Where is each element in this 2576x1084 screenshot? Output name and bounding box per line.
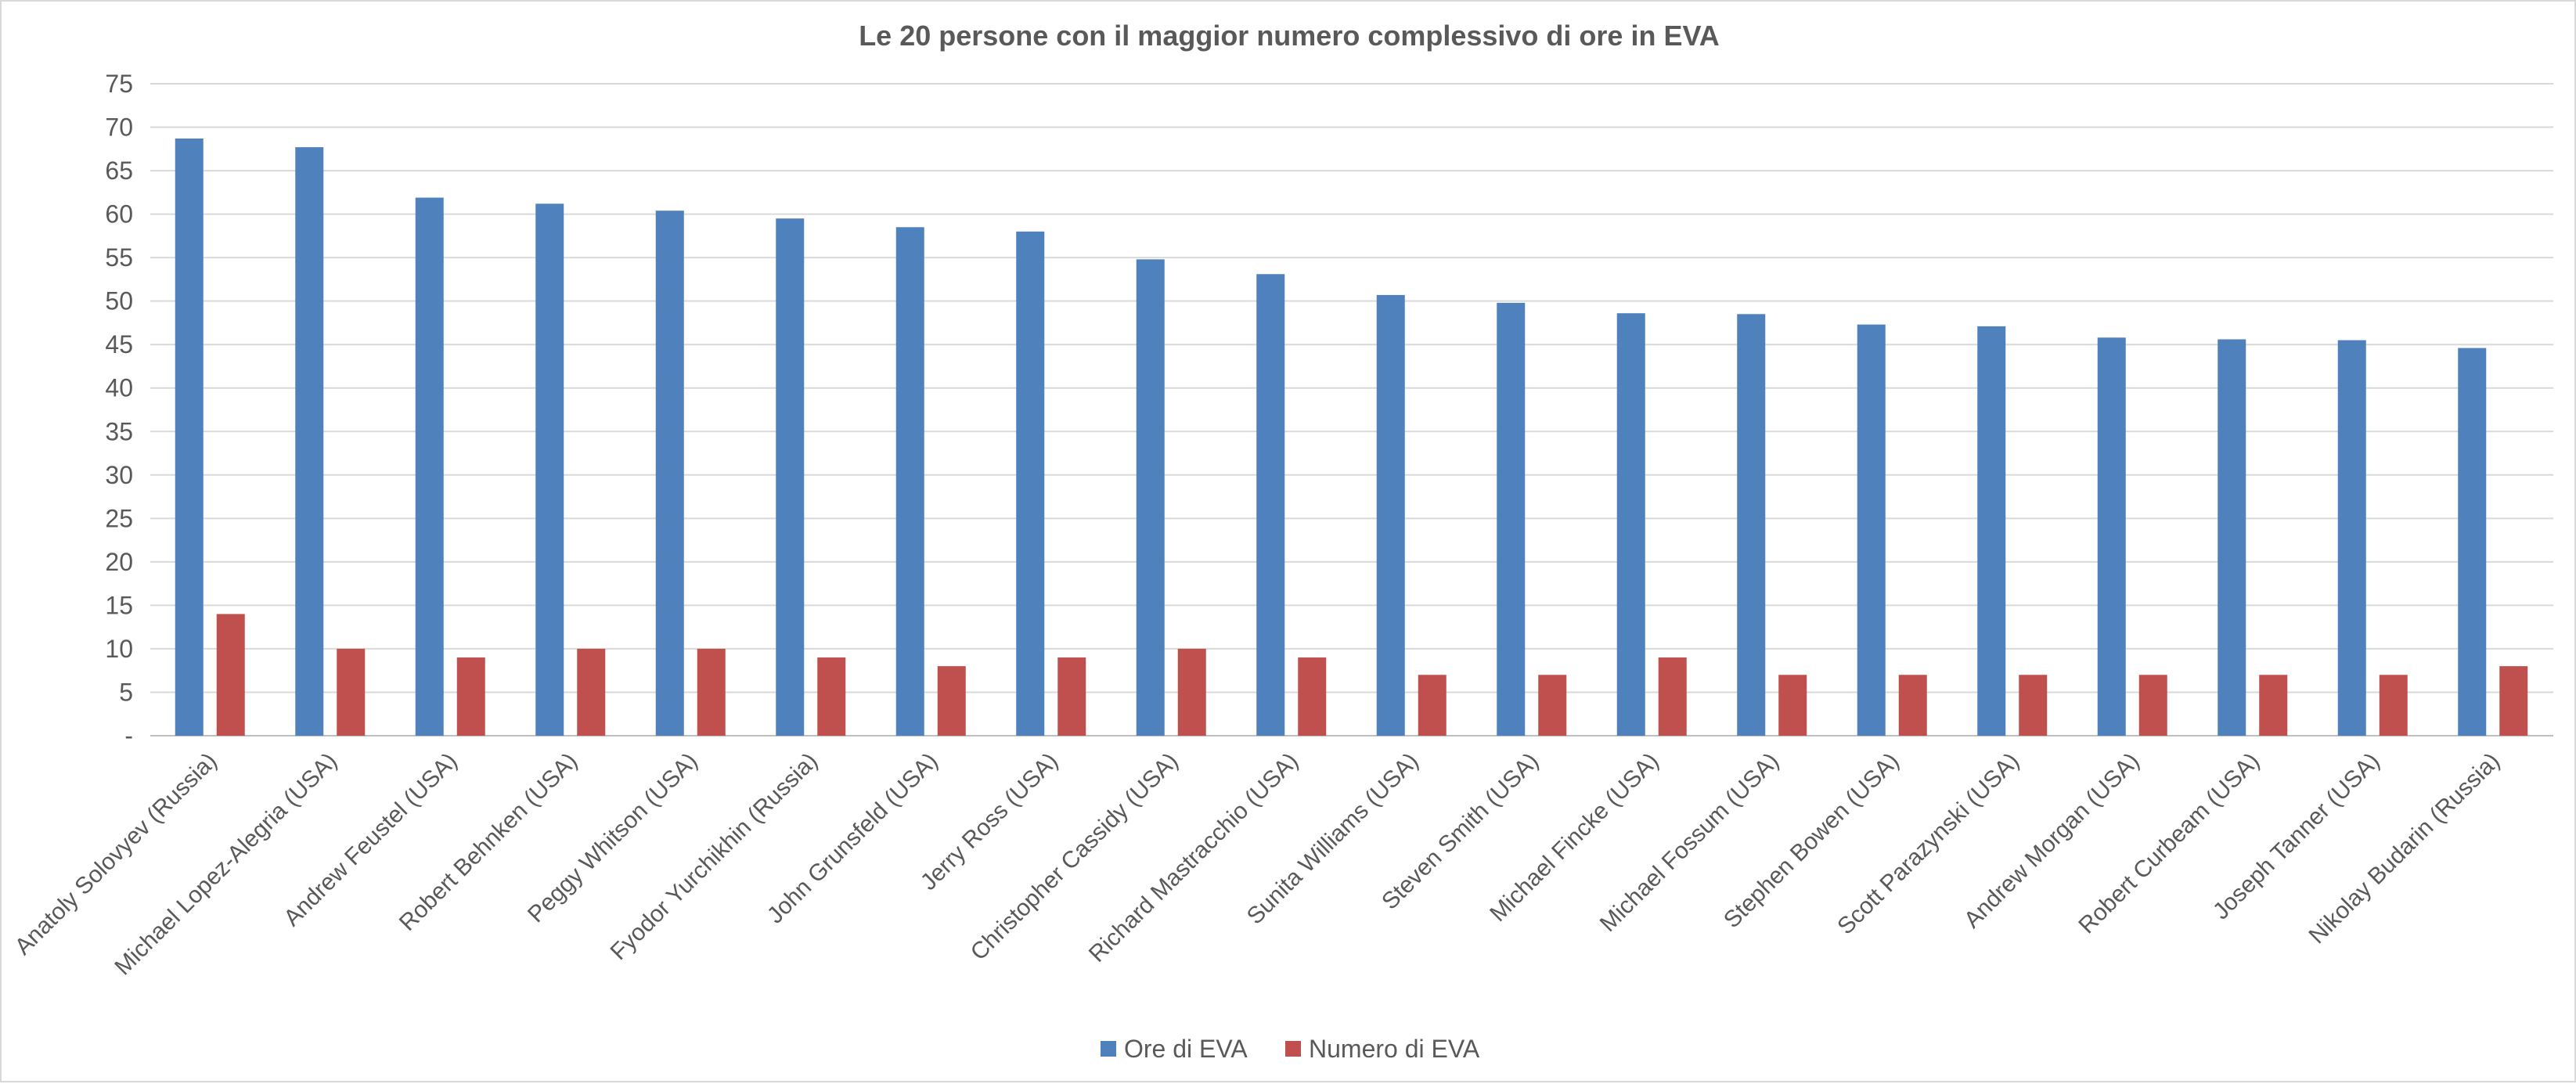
x-axis-labels: Anatoly Solovyev (Russia)Michael Lopez-A… bbox=[10, 748, 2505, 981]
legend-label: Ore di EVA bbox=[1124, 1035, 1248, 1063]
bar-ore-di-eva bbox=[415, 197, 444, 736]
bar-ore-di-eva bbox=[2337, 340, 2366, 736]
bar-numero-di-eva bbox=[2019, 675, 2048, 736]
bar-numero-di-eva bbox=[1658, 657, 1687, 736]
y-tick-label: 55 bbox=[105, 243, 133, 272]
y-tick-label: 50 bbox=[105, 287, 133, 315]
legend-swatch bbox=[1285, 1041, 1301, 1057]
bar-numero-di-eva bbox=[1177, 648, 1206, 736]
x-category-label: Richard Mastracchio (USA) bbox=[1084, 748, 1303, 967]
bar-ore-di-eva bbox=[1497, 302, 1526, 736]
bar-numero-di-eva bbox=[817, 657, 846, 736]
y-tick-label: 15 bbox=[105, 591, 133, 619]
y-axis-ticks: - 5 10 15 20 25 30 35 40 45 50 55 60 65 70 75 bbox=[105, 70, 133, 750]
bar-numero-di-eva bbox=[1057, 657, 1086, 736]
legend-swatch bbox=[1101, 1041, 1116, 1057]
y-tick-label: 65 bbox=[105, 157, 133, 185]
legend-label: Numero di EVA bbox=[1309, 1035, 1480, 1063]
chart-title: Le 20 persone con il maggior numero comp… bbox=[859, 20, 1720, 52]
y-tick-label: 20 bbox=[105, 548, 133, 576]
bar-ore-di-eva bbox=[1857, 324, 1886, 736]
bar-numero-di-eva bbox=[337, 648, 366, 736]
y-tick-label: 30 bbox=[105, 461, 133, 489]
bar-numero-di-eva bbox=[1298, 657, 1327, 736]
bar-numero-di-eva bbox=[456, 657, 485, 736]
y-tick-label: 75 bbox=[105, 70, 133, 98]
legend: Ore di EVA Numero di EVA bbox=[1101, 1035, 1480, 1063]
bar-ore-di-eva bbox=[1256, 274, 1285, 736]
bar-ore-di-eva bbox=[776, 218, 805, 736]
bar-numero-di-eva bbox=[2379, 675, 2408, 736]
bar-numero-di-eva bbox=[1538, 675, 1567, 736]
bar-numero-di-eva bbox=[577, 648, 606, 736]
bar-numero-di-eva bbox=[2138, 675, 2167, 736]
bar-ore-di-eva bbox=[2218, 339, 2246, 736]
x-category-label: Michael Lopez-Alegria (USA) bbox=[110, 748, 342, 981]
x-category-label: Fyodor Yurchikhin (Russia) bbox=[606, 748, 823, 966]
y-tick-label: 45 bbox=[105, 330, 133, 358]
bars bbox=[175, 138, 2528, 736]
bar-ore-di-eva bbox=[175, 138, 204, 736]
bar-ore-di-eva bbox=[655, 211, 684, 736]
y-tick-label: 35 bbox=[105, 417, 133, 445]
bar-numero-di-eva bbox=[2259, 675, 2288, 736]
bar-ore-di-eva bbox=[535, 203, 564, 736]
x-category-label: Anatoly Solovyev (Russia) bbox=[10, 748, 222, 960]
bar-ore-di-eva bbox=[895, 227, 924, 736]
bar-ore-di-eva bbox=[295, 147, 324, 736]
bar-numero-di-eva bbox=[1778, 675, 1807, 736]
x-category-label: Christopher Cassidy (USA) bbox=[966, 748, 1184, 966]
y-tick-label: 40 bbox=[105, 374, 133, 402]
x-category-label: Nikolay Budarin (Russia) bbox=[2304, 748, 2505, 949]
bar-numero-di-eva bbox=[2499, 666, 2528, 736]
y-tick-label: 25 bbox=[105, 504, 133, 532]
y-tick-label: 70 bbox=[105, 113, 133, 142]
bar-ore-di-eva bbox=[1737, 314, 1766, 736]
bar-ore-di-eva bbox=[1616, 313, 1645, 736]
y-tick-label: - bbox=[124, 722, 133, 750]
bar-numero-di-eva bbox=[697, 648, 726, 736]
bar-ore-di-eva bbox=[2097, 337, 2126, 736]
y-tick-label: 60 bbox=[105, 200, 133, 229]
bar-ore-di-eva bbox=[2458, 348, 2487, 736]
y-tick-label: 5 bbox=[119, 678, 133, 706]
gridlines bbox=[150, 83, 2553, 736]
bar-ore-di-eva bbox=[1136, 259, 1165, 736]
bar-ore-di-eva bbox=[1376, 294, 1405, 736]
bar-ore-di-eva bbox=[1977, 326, 2006, 736]
bar-numero-di-eva bbox=[216, 614, 245, 736]
bar-numero-di-eva bbox=[1418, 675, 1447, 736]
y-tick-label: 10 bbox=[105, 635, 133, 663]
bar-numero-di-eva bbox=[1898, 675, 1927, 736]
bar-numero-di-eva bbox=[937, 666, 966, 736]
bar-ore-di-eva bbox=[1016, 231, 1045, 736]
